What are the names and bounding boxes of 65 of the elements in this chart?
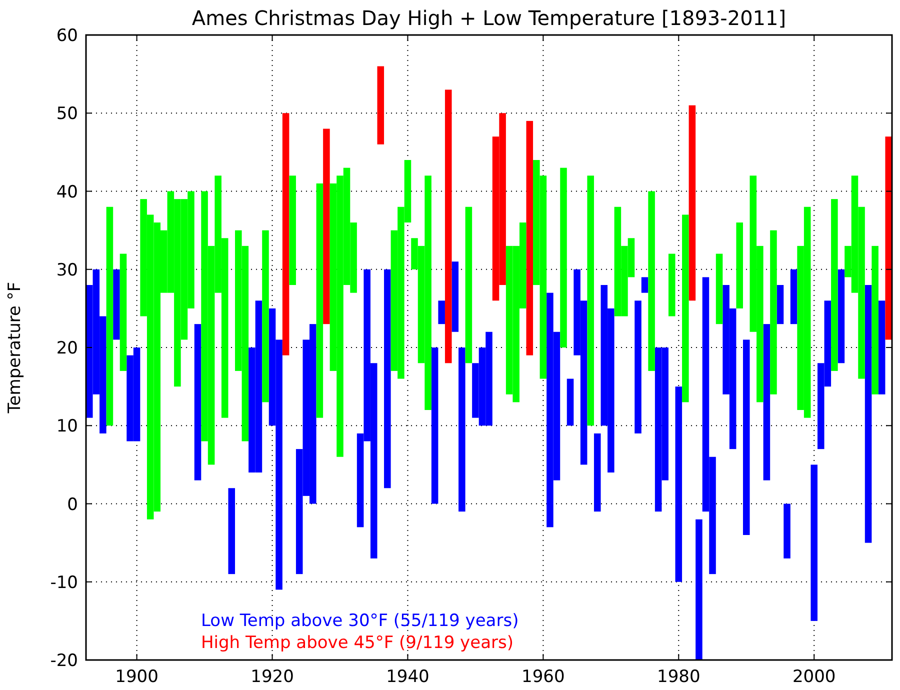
bar <box>634 300 642 434</box>
bar <box>316 183 324 418</box>
bar <box>120 254 127 371</box>
bar <box>688 105 696 301</box>
bar <box>675 386 682 582</box>
x-tick-label: 1920 <box>250 667 294 687</box>
x-tick-label: 1980 <box>657 667 700 687</box>
bar <box>682 214 689 402</box>
bar <box>742 340 750 535</box>
bar <box>458 348 466 512</box>
bar <box>696 519 702 660</box>
bar <box>594 433 601 512</box>
bar <box>566 378 574 426</box>
bar <box>106 206 114 426</box>
bar <box>648 191 655 371</box>
bar <box>377 66 384 144</box>
bar <box>864 285 872 543</box>
y-tick-label: 60 <box>56 26 78 46</box>
bar <box>194 324 202 480</box>
x-tick-label: 2000 <box>792 667 836 687</box>
text: Low Temp above 30°F (55/119 years) <box>201 611 519 631</box>
y-tick-label: 20 <box>56 338 78 358</box>
text: High Temp above 45°F (9/119 years) <box>201 633 514 653</box>
bar <box>323 128 330 324</box>
bar <box>452 262 459 332</box>
bar <box>228 488 236 574</box>
x-tick-label: 1960 <box>522 667 565 687</box>
x-tick-label: 1900 <box>115 667 158 687</box>
bar <box>384 269 391 488</box>
bar <box>641 277 648 293</box>
bar <box>438 300 445 324</box>
bar <box>289 176 296 285</box>
bar <box>716 254 723 324</box>
bar <box>790 269 798 324</box>
y-tick-label: 40 <box>56 182 78 202</box>
bar <box>113 269 120 340</box>
x-tick-label: 1940 <box>386 667 430 687</box>
y-tick-label: 30 <box>56 260 78 280</box>
bar <box>885 136 892 340</box>
bar <box>838 269 845 364</box>
bar <box>668 254 676 316</box>
bar <box>776 285 784 324</box>
bar <box>431 348 438 504</box>
bar <box>810 464 818 621</box>
bar <box>282 113 290 356</box>
bar <box>560 168 567 348</box>
bar <box>444 90 452 364</box>
bar <box>770 230 777 394</box>
bar <box>784 504 790 558</box>
y-tick-label: 10 <box>56 416 78 437</box>
y-tick-label: -20 <box>50 651 78 671</box>
bar <box>587 176 594 426</box>
y-tick-label: -10 <box>50 572 78 593</box>
bar <box>736 222 743 308</box>
bar <box>526 120 534 356</box>
bar <box>763 324 770 480</box>
bar <box>465 206 472 364</box>
y-axis-title: Temperature °F <box>5 282 25 414</box>
y-tick-label: 50 <box>56 104 78 124</box>
bar <box>262 230 269 402</box>
y-tick-label: 0 <box>67 494 78 515</box>
bar <box>831 199 838 371</box>
bar <box>872 246 878 394</box>
bar <box>878 300 886 394</box>
chart-title: Ames Christmas Day High + Low Temperature [1893-2011] <box>192 6 786 30</box>
